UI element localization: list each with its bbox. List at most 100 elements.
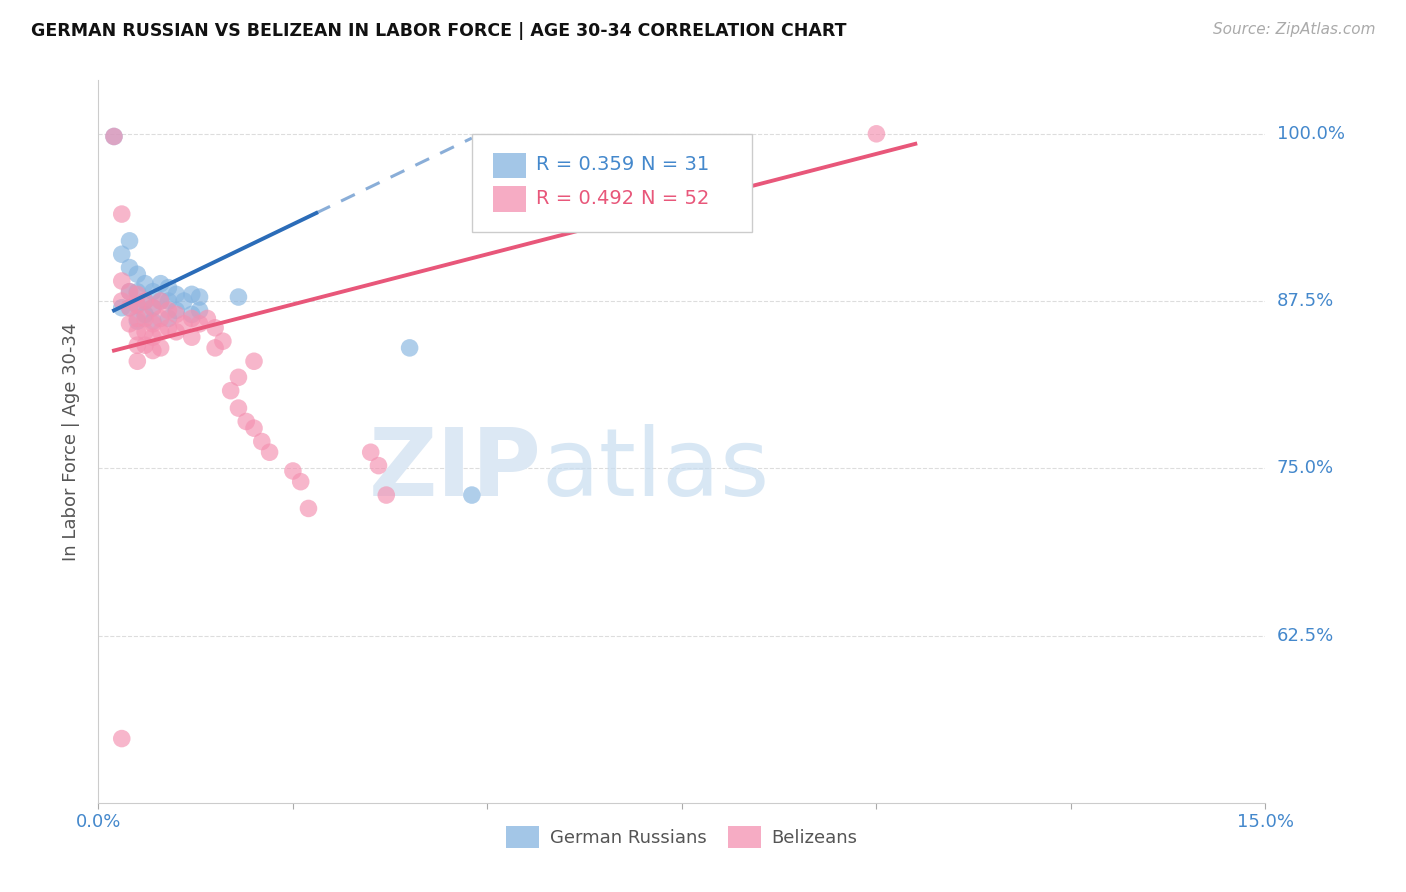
Text: Source: ZipAtlas.com: Source: ZipAtlas.com [1212, 22, 1375, 37]
Point [134, 308, 156, 322]
Point [127, 314, 149, 328]
Point [142, 301, 165, 315]
Point [398, 341, 420, 355]
Point [235, 414, 257, 428]
Point [127, 298, 149, 312]
FancyBboxPatch shape [494, 186, 526, 211]
Point [134, 277, 156, 291]
Point [118, 317, 141, 331]
Text: R = 0.359: R = 0.359 [536, 155, 634, 174]
Point [111, 274, 134, 288]
Point [157, 321, 180, 335]
Point [142, 314, 165, 328]
Point [127, 311, 149, 326]
Point [134, 294, 156, 309]
Text: GERMAN RUSSIAN VS BELIZEAN IN LABOR FORCE | AGE 30-34 CORRELATION CHART: GERMAN RUSSIAN VS BELIZEAN IN LABOR FORC… [31, 22, 846, 40]
Point [134, 311, 156, 326]
Point [149, 294, 172, 309]
Text: N = 52: N = 52 [641, 189, 710, 208]
Point [173, 317, 195, 331]
Point [243, 354, 266, 368]
Text: 62.5%: 62.5% [1277, 626, 1334, 645]
Point [127, 325, 149, 339]
Point [149, 325, 172, 339]
Point [204, 341, 226, 355]
Point [111, 294, 134, 309]
Point [228, 370, 250, 384]
Point [228, 290, 250, 304]
Point [118, 260, 141, 275]
Point [127, 285, 149, 299]
Point [461, 488, 484, 502]
Point [259, 445, 281, 459]
Point [142, 285, 165, 299]
Point [188, 303, 211, 318]
Point [367, 458, 389, 473]
Point [111, 301, 134, 315]
Y-axis label: In Labor Force | Age 30-34: In Labor Force | Age 30-34 [62, 322, 80, 561]
Point [165, 287, 187, 301]
Point [250, 434, 273, 449]
Point [127, 354, 149, 368]
Point [165, 303, 187, 318]
Point [149, 294, 172, 309]
Point [180, 311, 202, 326]
Point [188, 290, 211, 304]
Point [142, 330, 165, 344]
Text: atlas: atlas [541, 425, 770, 516]
Point [149, 341, 172, 355]
Text: ZIP: ZIP [368, 425, 541, 516]
Point [173, 294, 195, 309]
Text: 100.0%: 100.0% [1277, 125, 1344, 143]
Point [212, 334, 235, 349]
Point [149, 277, 172, 291]
Point [118, 301, 141, 315]
Point [142, 317, 165, 331]
Point [375, 488, 398, 502]
Point [219, 384, 242, 398]
Point [111, 731, 134, 746]
Point [134, 325, 156, 339]
Point [142, 301, 165, 315]
Point [127, 287, 149, 301]
Point [281, 464, 304, 478]
Point [297, 501, 319, 516]
Point [118, 285, 141, 299]
Point [180, 308, 202, 322]
Point [118, 234, 141, 248]
Point [118, 301, 141, 315]
Text: 87.5%: 87.5% [1277, 292, 1334, 310]
Point [103, 129, 125, 144]
Point [103, 129, 125, 144]
Legend: German Russians, Belizeans: German Russians, Belizeans [499, 819, 865, 855]
Point [157, 303, 180, 318]
Point [149, 311, 172, 326]
Point [127, 338, 149, 352]
Point [195, 311, 218, 326]
Point [204, 321, 226, 335]
Point [134, 294, 156, 309]
Point [290, 475, 312, 489]
Point [180, 330, 202, 344]
Point [127, 268, 149, 282]
Point [111, 207, 134, 221]
Point [157, 280, 180, 294]
FancyBboxPatch shape [494, 153, 526, 178]
Point [111, 247, 134, 261]
Point [157, 311, 180, 326]
Point [360, 445, 382, 459]
Point [865, 127, 887, 141]
Point [180, 287, 202, 301]
Point [228, 401, 250, 416]
Point [142, 343, 165, 358]
FancyBboxPatch shape [472, 135, 752, 232]
Point [165, 308, 187, 322]
Point [127, 298, 149, 312]
Point [188, 317, 211, 331]
Point [118, 285, 141, 299]
Point [157, 294, 180, 309]
Text: R = 0.492: R = 0.492 [536, 189, 634, 208]
Text: N = 31: N = 31 [641, 155, 709, 174]
Point [243, 421, 266, 435]
Point [165, 325, 187, 339]
